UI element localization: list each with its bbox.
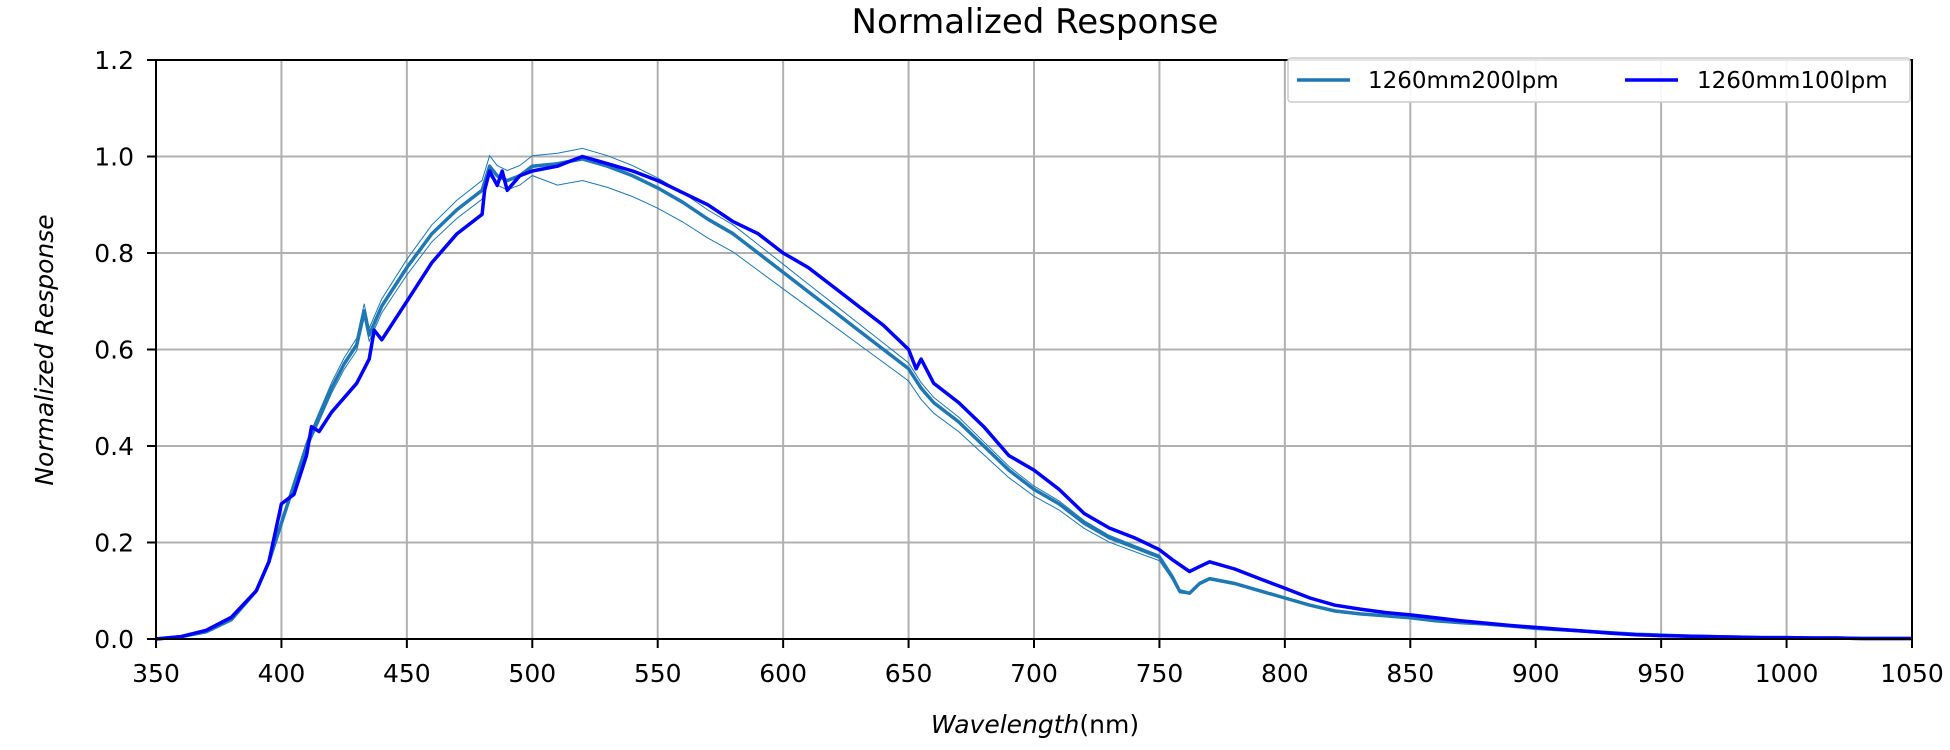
x-tick-label: 1000 [1755,659,1819,688]
x-tick-label: 1050 [1880,659,1944,688]
x-tick-label: 950 [1637,659,1685,688]
y-tick-label: 0.8 [94,239,134,268]
x-tick-label: 450 [383,659,431,688]
x-tick-label: 850 [1386,659,1434,688]
legend-label-series-1: 1260mm200lpm [1368,68,1559,94]
x-tick-label: 800 [1261,659,1309,688]
y-axis: 0.0 0.2 0.4 0.6 0.8 1.0 1.2 [94,46,156,654]
x-axis-label-name: Wavelength [931,710,1080,739]
y-tick-label: 1.2 [94,46,134,75]
x-tick-label: 900 [1512,659,1560,688]
x-tick-label: 550 [634,659,682,688]
y-axis-label: Normalized Response [30,214,59,485]
x-tick-label: 350 [132,659,180,688]
x-tick-label: 700 [1010,659,1058,688]
y-tick-label: 0.2 [94,529,134,558]
y-tick-label: 1.0 [94,143,134,172]
x-axis-label: Wavelength(nm) [931,710,1139,739]
x-tick-label: 650 [885,659,933,688]
y-tick-label: 0.6 [94,336,134,365]
chart-title: Normalized Response [852,2,1219,42]
x-axis: 350 400 450 500 550 600 650 700 750 800 850 900 950 1… [132,639,1944,688]
x-tick-label: 500 [508,659,556,688]
legend-label-series-2: 1260mm100lpm [1697,68,1888,94]
series-line-2 [155,154,1912,641]
series-lines [155,154,1912,641]
x-tick-label: 400 [258,659,306,688]
y-tick-label: 0.0 [94,625,134,654]
legend-box [1287,57,1911,103]
x-tick-label: 750 [1136,659,1184,688]
y-tick-label: 0.4 [94,432,134,461]
legend: 1260mm200lpm 1260mm100lpm [1287,57,1911,103]
x-tick-label: 600 [759,659,807,688]
x-axis-label-unit: (nm) [1079,710,1139,739]
